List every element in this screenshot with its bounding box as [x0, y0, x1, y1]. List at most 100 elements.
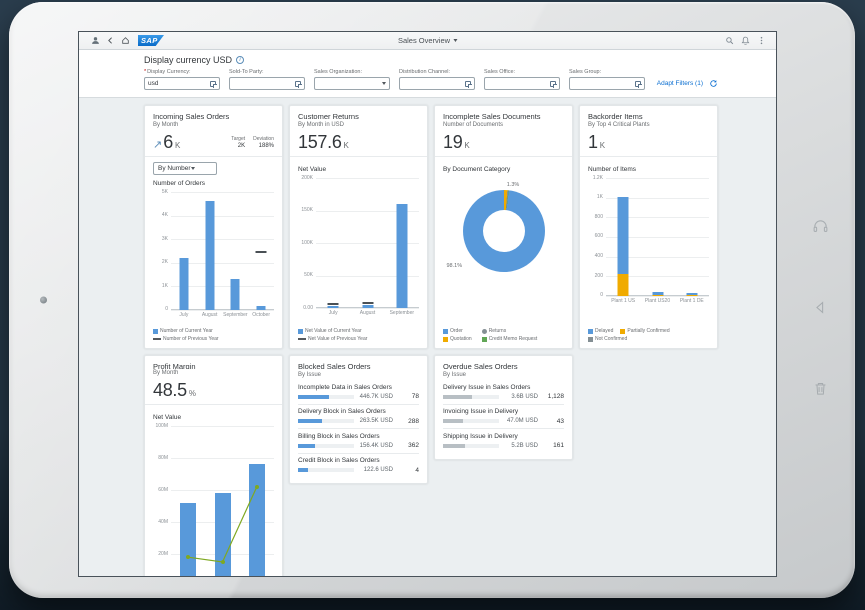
value-help-icon — [635, 80, 642, 88]
list-item[interactable]: Delivery Block in Sales Orders 263.5K USD… — [298, 405, 419, 429]
card-subtitle: By Month — [153, 370, 179, 376]
list-item-value: 156.4K USD — [359, 442, 393, 449]
notifications-icon[interactable] — [741, 36, 750, 45]
legend-item: Number of Current Year — [153, 328, 213, 334]
value-help-icon — [210, 80, 217, 88]
list-item-count: 43 — [556, 417, 564, 425]
value-bar — [443, 419, 499, 423]
card-subtitle: By Issue — [443, 372, 467, 378]
list-item[interactable]: Delivery Issue in Sales Orders 3.6B USD 1,… — [443, 380, 564, 405]
filter-field-label: *Display Currency: — [144, 69, 191, 75]
avatar-icon[interactable] — [91, 36, 100, 45]
backorder-items-chart[interactable]: 1.2K 1K 800 600 400 200 0 Plant 1 US Plant US20 P… — [588, 174, 709, 304]
search-icon[interactable] — [725, 36, 734, 45]
list-item-title: Incomplete Data in Sales Orders — [298, 383, 392, 391]
bar[interactable] — [256, 192, 266, 310]
x-axis-labels: July August September October — [179, 312, 271, 318]
filter-input[interactable]: usd — [144, 77, 220, 90]
shell-right-group — [725, 36, 766, 45]
filter-field: Sales Organization: — [314, 69, 390, 90]
list-item-title: Shipping Issue in Delivery — [443, 432, 518, 440]
line-point[interactable] — [186, 555, 191, 560]
plot-area — [171, 426, 274, 576]
document-category-donut[interactable]: 1.3% 98.1% — [447, 182, 545, 272]
card-title: Blocked Sales Orders — [298, 362, 371, 371]
profit-margin-chart[interactable]: 100M80M60M40M20M0JulyAugustSeptember — [153, 423, 274, 576]
kpi-value: 48.5 % — [153, 380, 196, 400]
list-item-count: 78 — [411, 393, 419, 400]
bar[interactable] — [179, 192, 189, 310]
filter-field-label: Sales Organization: — [314, 69, 362, 75]
filter-field: Sales Office: — [484, 69, 560, 90]
back-button[interactable] — [106, 36, 115, 45]
bar[interactable] — [652, 178, 663, 296]
bar[interactable] — [327, 178, 339, 308]
column-1: Incoming Sales Orders By Month ↗ 6 K Tar… — [144, 105, 283, 576]
filter-field: *Display Currency: usd — [144, 69, 220, 90]
bar[interactable] — [205, 192, 215, 310]
kpi-value: 19 K — [443, 132, 470, 152]
list-item-count: 362 — [408, 442, 419, 449]
list-item[interactable]: Incomplete Data in Sales Orders 446.7K US… — [298, 380, 419, 405]
list-item-value: 47.0M USD — [506, 418, 538, 424]
list-item[interactable]: Shipping Issue in Delivery 5.2B USD 161 — [443, 429, 564, 453]
y-axis: 1.2K 1K 800 600 400 200 0 — [592, 174, 603, 299]
chart-title: Number of Orders — [153, 180, 206, 187]
filter-fields: *Display Currency: usd Sold-To Party: Sales… — [144, 69, 649, 90]
chevron-down-icon — [453, 39, 458, 42]
legend-item: Partially Confirmed — [620, 328, 670, 334]
card-title: Incoming Sales Orders — [153, 112, 230, 121]
x-axis-labels: Plant 1 US Plant US20 Plant 1 DE — [611, 298, 704, 304]
incoming-orders-chart[interactable]: 5K 4K 3K 2K 1K 0 July August September October — [153, 189, 274, 318]
bar[interactable] — [617, 178, 629, 296]
filter-field: Distribution Channel: — [399, 69, 475, 90]
refresh-icon[interactable] — [709, 79, 718, 88]
line-point[interactable] — [220, 560, 225, 564]
card-incomplete-sales-documents[interactable]: Incomplete Sales Documents Number of Doc… — [434, 105, 573, 349]
screen: SAP Sales Overview — [78, 31, 777, 577]
card-profit-margin[interactable]: Profit Margin By Month 48.5 % Net Value … — [144, 355, 283, 576]
filter-input[interactable] — [399, 77, 475, 90]
value-bar — [298, 468, 354, 472]
bar[interactable] — [686, 178, 698, 296]
customer-returns-chart[interactable]: 200K 150K 100K 50K 0.00 July August September — [298, 175, 419, 316]
legend-item: Net Value of Current Year — [298, 328, 362, 334]
bar[interactable] — [396, 178, 408, 308]
line-point[interactable] — [254, 484, 259, 489]
list-item[interactable]: Credit Block in Sales Orders 122.6 USD 4 — [298, 454, 419, 478]
filter-field-label: Sales Group: — [569, 69, 602, 75]
app-title-menu[interactable]: Sales Overview — [398, 36, 458, 45]
back-triangle-icon — [816, 301, 824, 314]
list-item-value: 3.6B USD — [511, 393, 538, 400]
value-bar — [443, 394, 499, 399]
bar[interactable] — [362, 178, 373, 308]
list-item[interactable]: Invoicing Issue in Delivery 47.0M USD 43 — [443, 405, 564, 429]
overflow-icon[interactable] — [757, 36, 766, 45]
card-customer-returns[interactable]: Customer Returns By Month in USD 157.6 K… — [289, 105, 428, 349]
card-overdue-sales-orders[interactable]: Overdue Sales Orders By Issue Delivery I… — [434, 355, 573, 460]
bar[interactable] — [214, 426, 231, 576]
card-backorder-items[interactable]: Backorder Items By Top 4 Critical Plants… — [579, 105, 718, 349]
bar[interactable] — [248, 426, 265, 576]
card-blocked-sales-orders[interactable]: Blocked Sales Orders By Issue Incomplete… — [289, 355, 428, 484]
bar[interactable] — [230, 192, 240, 310]
filter-bar: Display currency USD *Display Currency: u… — [79, 50, 776, 98]
trend-up-icon: ↗ — [153, 139, 163, 151]
card-subtitle: By Top 4 Critical Plants — [588, 122, 650, 128]
blocked-orders-list: Incomplete Data in Sales Orders 446.7K US… — [298, 380, 419, 477]
kpi-side-stats: Target 2K Deviation 188% — [231, 136, 274, 149]
list-item-value: 5.2B USD — [511, 442, 538, 449]
filter-select[interactable] — [314, 77, 390, 90]
list-item[interactable]: Billing Block in Sales Orders 156.4K USD 3… — [298, 429, 419, 454]
adapt-filters-link[interactable]: Adapt Filters (1) — [656, 80, 703, 87]
value-bar — [443, 443, 499, 448]
filter-input[interactable] — [484, 77, 560, 90]
filter-input[interactable] — [229, 77, 305, 90]
legend-item: Credit Memo Request — [481, 336, 537, 342]
filter-input[interactable] — [569, 77, 645, 90]
info-icon[interactable] — [236, 56, 245, 64]
measure-select[interactable]: By Number — [153, 162, 217, 175]
home-button[interactable] — [121, 36, 130, 45]
card-incoming-sales-orders[interactable]: Incoming Sales Orders By Month ↗ 6 K Tar… — [144, 105, 283, 349]
